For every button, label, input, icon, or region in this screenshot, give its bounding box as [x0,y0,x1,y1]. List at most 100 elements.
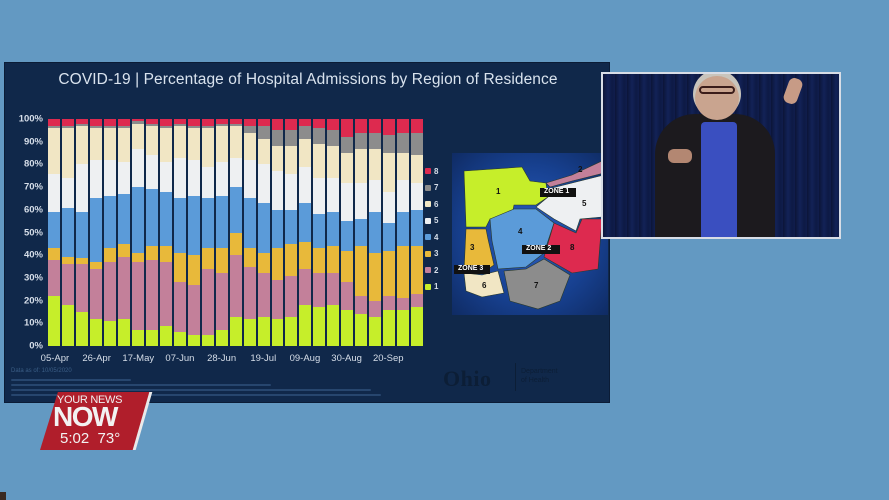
bar-segment-region-2 [313,273,326,308]
bar-segment-region-7 [383,134,396,154]
broadcast-temperature: 73° [97,430,121,447]
bar-segment-region-6 [159,128,172,163]
bar-segment-region-3 [131,252,144,263]
bar-segment-region-5 [201,166,214,199]
stacked-bar [257,119,270,346]
legend-item-region-8: 8 [425,163,447,180]
bar-segment-region-2 [145,259,158,331]
bar-segment-region-7 [131,121,144,124]
interpreter-head [695,76,739,120]
y-tick-label: 80% [23,158,43,170]
bar-segment-region-4 [215,196,228,249]
y-tick-label: 60% [23,204,43,216]
bar-segment-region-2 [271,280,284,319]
bar-segment-region-7 [117,125,130,129]
department-of-health-text: Department of Health [521,367,558,385]
bar-segment-region-7 [369,132,382,149]
bar-segment-region-7 [201,125,214,129]
bar-segment-region-4 [257,203,270,253]
bar-segment-region-3 [145,246,158,260]
x-tick-label: 26-Apr [82,353,111,364]
chart-title: COVID-19 | Percentage of Hospital Admiss… [58,71,558,88]
bar-segment-region-6 [397,153,410,181]
legend-swatch [425,267,431,274]
bar-segment-region-5 [89,159,102,199]
region-6-number: 6 [482,281,487,290]
bar-segment-region-2 [201,268,214,335]
bar-segment-region-2 [257,273,270,317]
bar-segment-region-6 [355,148,368,183]
bar-segment-region-5 [48,173,60,213]
legend-swatch [425,201,431,208]
bar-segment-region-2 [383,296,396,310]
corner-artifact [0,492,6,500]
bar-segment-region-4 [341,221,354,251]
bar-segment-region-5 [383,191,396,224]
stacked-bar [131,119,144,346]
bar-segment-region-1 [341,309,354,346]
bar-segment-region-3 [89,262,102,269]
bar-segment-region-4 [131,187,144,253]
chart-legend: 8 7 6 5 4 3 2 1 [425,163,447,295]
bar-segment-region-7 [187,125,200,129]
stacked-bar [341,119,354,346]
bar-segment-region-2 [131,262,144,331]
region-5-number: 5 [582,199,587,208]
x-axis: 05-Apr 26-Apr 17-May 07-Jun 28-Jun 19-Jul 09-A… [41,353,423,367]
bar-segment-region-2 [243,266,256,319]
y-tick-label: 70% [23,181,43,193]
bar-segment-region-1 [201,334,214,346]
bar-segment-region-5 [285,173,298,210]
bar-segment-region-7 [229,123,242,126]
bar-segment-region-2 [117,257,130,319]
bar-segment-region-6 [103,128,116,160]
bar-segment-region-6 [117,128,130,163]
bar-segment-region-5 [327,178,340,213]
bar-segment-region-8 [201,119,214,126]
stacked-bar [411,119,424,346]
bar-segment-region-6 [229,125,242,158]
bar-segment-region-7 [257,125,270,140]
x-tick-label: 09-Aug [289,353,321,364]
bar-segment-region-8 [89,119,102,126]
bar-segment-region-1 [159,325,172,346]
bar-segment-region-4 [369,212,382,253]
bar-segment-region-1 [173,332,186,346]
bar-segment-region-8 [131,119,144,122]
bar-segment-region-5 [159,162,172,192]
bar-segment-region-8 [243,119,256,126]
bar-segment-region-5 [299,166,312,204]
legend-label: 3 [434,249,439,259]
bar-segment-region-6 [299,139,312,167]
legend-label: 4 [434,232,439,242]
zone-2-label: ZONE 2 [526,245,552,252]
legend-label: 2 [434,265,439,275]
bar-segment-region-2 [411,293,424,308]
bar-segment-region-1 [411,307,424,346]
news-bug-background [40,392,152,450]
bar-segment-region-2 [369,300,382,317]
bar-segment-region-3 [257,252,270,274]
stacked-bar [271,119,284,346]
legend-item-region-3: 3 [425,246,447,263]
legend-swatch [425,283,431,290]
bar-segment-region-1 [285,316,298,346]
bar-segment-region-7 [313,128,326,144]
bar-segment-region-3 [383,250,396,297]
bar-segment-region-3 [215,248,228,274]
bar-segment-region-2 [61,264,74,306]
stacked-bar [383,119,396,346]
bar-segment-region-6 [75,125,88,165]
bar-segment-region-6 [271,146,284,172]
bar-segment-region-4 [103,196,116,249]
bar-segment-region-8 [103,119,116,126]
stacked-bar [327,119,340,346]
bar-segment-region-4 [201,198,214,249]
y-tick-label: 10% [23,317,43,329]
bar-segment-region-4 [159,191,172,247]
region-4-number: 4 [518,227,523,236]
bar-segment-region-1 [383,309,396,346]
stacked-bar [173,119,186,346]
bar-segment-region-3 [397,246,410,299]
y-tick-label: 30% [23,272,43,284]
